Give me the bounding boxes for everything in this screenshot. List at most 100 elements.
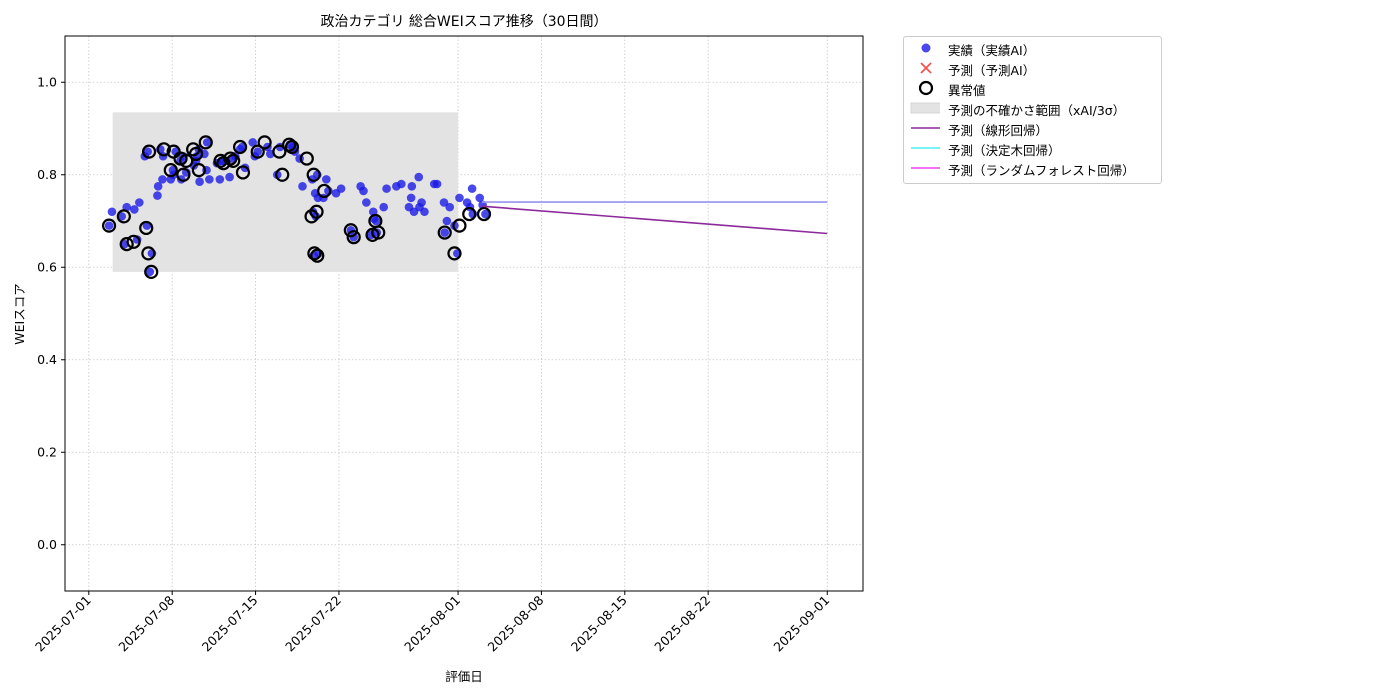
actual-point xyxy=(130,205,139,214)
actual-point xyxy=(475,193,485,203)
legend-label-anomaly: 異常値 xyxy=(948,83,986,98)
actual-point xyxy=(153,182,163,191)
anomaly-point xyxy=(188,146,204,162)
actual-point xyxy=(153,191,162,200)
legend-label-forest: 予測（ランダムフォレスト回帰） xyxy=(948,163,1135,178)
actual-point xyxy=(407,182,417,191)
x-tick-label: 2025-08-15 xyxy=(568,593,630,655)
anomaly-point xyxy=(452,218,467,233)
y-tick-label: 0.6 xyxy=(37,259,57,274)
legend-label-predicted-ai: 予測（予測AI） xyxy=(948,63,1036,78)
anomaly-point xyxy=(141,246,156,261)
uncertainty-band xyxy=(112,112,459,272)
anomaly-point xyxy=(346,230,361,245)
anomaly-point xyxy=(307,246,322,261)
actual-point xyxy=(442,216,452,226)
y-axis-label: WEIスコア xyxy=(12,283,27,344)
actual-point xyxy=(298,182,307,191)
actual-point xyxy=(455,193,464,203)
actual-point xyxy=(215,175,225,184)
anomaly-point xyxy=(437,225,452,240)
linear-regression-line xyxy=(481,205,828,235)
anomaly-point xyxy=(275,167,290,182)
actual-point xyxy=(202,138,212,147)
actual-point xyxy=(158,175,167,184)
anomaly-point xyxy=(310,248,325,263)
anomaly-point xyxy=(163,163,178,178)
legend-marker-predicted-ai xyxy=(920,62,932,74)
legend-label-tree: 予測（決定木回帰） xyxy=(948,143,1061,158)
legend-item-uncertainty: 予測の不確かさ範囲（xAI/3σ） xyxy=(904,98,1161,118)
anomaly-point xyxy=(119,237,134,252)
anomaly-point xyxy=(126,234,141,249)
legend-line-tree xyxy=(911,147,940,149)
anomaly-point xyxy=(306,167,321,182)
actual-point xyxy=(359,186,368,196)
actual-point xyxy=(404,202,414,212)
anomaly-point xyxy=(447,246,462,261)
actual-point xyxy=(145,267,155,277)
anomaly-point xyxy=(191,163,206,178)
anomaly-point xyxy=(198,135,213,150)
legend-label-uncertainty: 予測の不確かさ範囲（xAI/3σ） xyxy=(948,103,1126,118)
y-tick-label: 1.0 xyxy=(37,74,57,89)
legend-item-predicted-ai: 予測（予測AI） xyxy=(904,58,1161,78)
anomaly-point xyxy=(223,151,238,166)
anomaly-point xyxy=(116,209,131,224)
legend-item-forest: 予測（ランダムフォレスト回帰） xyxy=(904,158,1161,178)
y-tick-label: 0.8 xyxy=(37,167,57,182)
legend: 実績（実績AI） 予測（予測AI） 異常値 予測の不確かさ範囲（xAI/3σ） … xyxy=(903,36,1162,184)
anomaly-point xyxy=(371,225,386,240)
anomaly-point xyxy=(101,218,117,233)
y-tick-label: 0.2 xyxy=(37,444,57,459)
actual-point xyxy=(225,172,234,182)
anomaly-point xyxy=(299,151,314,166)
actual-point xyxy=(122,202,131,212)
x-tick-label: 2025-08-22 xyxy=(651,593,713,655)
anomaly-point xyxy=(139,220,154,236)
legend-item-linear: 予測（線形回帰） xyxy=(904,118,1161,138)
actual-point xyxy=(135,198,144,207)
actual-point xyxy=(322,175,331,184)
actual-point xyxy=(440,228,450,237)
x-tick-label: 2025-07-22 xyxy=(282,593,344,655)
anomaly-point xyxy=(226,153,241,168)
x-tick-label: 2025-07-15 xyxy=(199,593,261,655)
anomaly-point xyxy=(343,223,358,238)
anomaly-point xyxy=(250,144,265,159)
anomaly-point xyxy=(462,206,477,222)
x-axis-label: 評価日 xyxy=(445,669,483,684)
actual-point xyxy=(143,147,152,156)
actual-point xyxy=(205,175,214,184)
x-tick-label: 2025-09-01 xyxy=(770,593,832,655)
anomaly-point xyxy=(179,153,194,168)
anomaly-point xyxy=(272,144,287,159)
legend-label-actual: 実績（実績AI） xyxy=(948,43,1036,58)
legend-marker-actual xyxy=(921,43,931,53)
legend-label-linear: 予測（線形回帰） xyxy=(948,123,1049,138)
x-tick-label: 2025-08-08 xyxy=(485,592,547,654)
chart-title: 政治カテゴリ 総合WEIスコア推移（30日間） xyxy=(320,13,607,30)
anomaly-point xyxy=(476,206,492,222)
anomaly-point xyxy=(284,139,300,155)
x-tick-label: 2025-07-08 xyxy=(115,592,177,654)
legend-line-linear xyxy=(911,127,940,129)
anomaly-point xyxy=(257,135,272,150)
actual-point xyxy=(362,198,371,207)
actual-point xyxy=(439,198,449,207)
x-tick-label: 2025-08-01 xyxy=(401,593,463,655)
anomaly-point xyxy=(144,264,159,279)
legend-marker-uncertainty xyxy=(910,102,940,114)
anomaly-point xyxy=(317,183,332,199)
anomaly-point xyxy=(156,142,171,157)
legend-marker-anomaly xyxy=(918,80,934,96)
anomaly-point xyxy=(304,209,319,224)
anomaly-point xyxy=(282,137,297,152)
actual-point xyxy=(445,202,455,212)
actual-point xyxy=(195,177,204,186)
anomaly-point xyxy=(232,139,248,155)
actual-point xyxy=(481,209,490,219)
actual-point xyxy=(415,202,424,212)
actual-point xyxy=(248,138,258,147)
